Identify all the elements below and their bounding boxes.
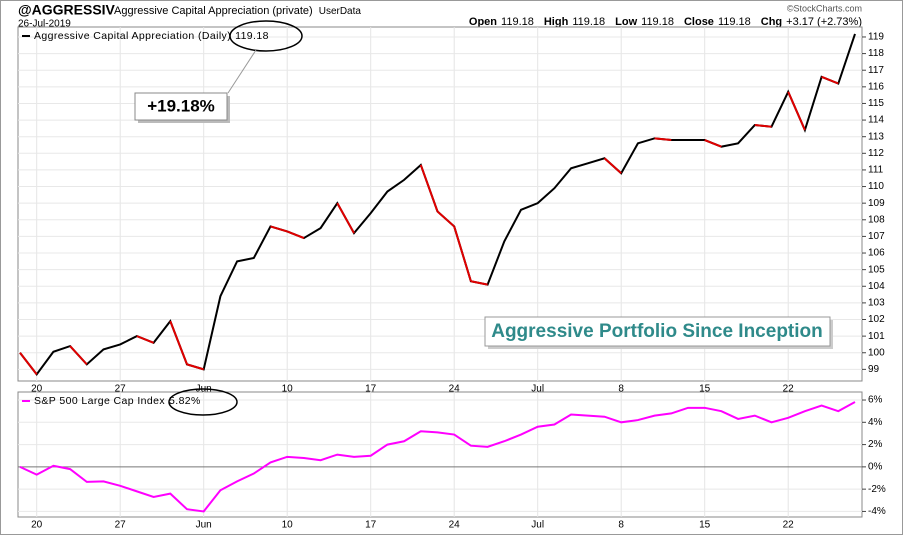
quote-label: Low <box>615 16 637 28</box>
date: 26-Jul-2019 <box>18 19 71 30</box>
y-tick-label: 104 <box>868 281 885 292</box>
x-tick-label: Jul <box>531 384 544 395</box>
title-box <box>484 316 831 347</box>
legend-name: S&P 500 Large Cap Index <box>34 395 165 407</box>
down-segment <box>470 280 488 286</box>
x-tick-label: 20 <box>31 384 43 395</box>
x-tick-label: 20 <box>31 520 43 531</box>
y-tick-label: 118 <box>868 48 884 59</box>
y-tick-label: 99 <box>868 364 880 375</box>
quote-value: 119.18 <box>718 16 751 28</box>
legend-value: 5.82% <box>169 395 201 407</box>
series-line <box>19 401 856 513</box>
y-tick-label: 109 <box>868 198 885 209</box>
x-tick-label: 24 <box>449 520 461 531</box>
y-tick-label: 108 <box>868 214 885 225</box>
y-tick-label: 0% <box>868 462 883 473</box>
down-segment <box>704 139 722 148</box>
down-segment <box>654 137 672 142</box>
x-tick-label: Jul <box>531 520 544 531</box>
instrument-name: Aggressive Capital Appreciation (private… <box>114 5 361 17</box>
callout-box <box>134 92 228 121</box>
y-tick-label: 117 <box>868 65 884 76</box>
y-tick-label: -2% <box>868 484 886 495</box>
y-tick-label: 6% <box>868 395 883 406</box>
y-tick-label: 115 <box>868 98 884 109</box>
callout-ellipse <box>168 388 238 416</box>
x-tick-label: 17 <box>365 384 377 395</box>
down-segment <box>436 210 455 228</box>
x-tick-label: 10 <box>282 520 294 531</box>
legend-value: 119.18 <box>235 30 269 42</box>
quote-label: Close <box>684 16 714 28</box>
x-tick-label: 22 <box>783 384 795 395</box>
y-tick-label: 103 <box>868 298 885 309</box>
y-tick-label: 102 <box>868 314 885 325</box>
down-segment <box>821 75 839 85</box>
y-tick-label: 107 <box>868 231 885 242</box>
y-tick-label: 2% <box>868 439 883 450</box>
down-segment <box>419 164 439 212</box>
y-tick-label: 105 <box>868 264 885 275</box>
down-segment <box>336 202 355 234</box>
x-tick-label: Jun <box>196 520 212 531</box>
source: UserData <box>319 6 362 17</box>
plot-area <box>17 391 863 518</box>
name: Aggressive Capital Appreciation (private… <box>114 5 313 17</box>
down-segment <box>186 363 204 371</box>
x-tick-label: 24 <box>449 384 461 395</box>
symbol: @AGGRESSIV <box>18 2 116 18</box>
callout-line <box>227 49 257 94</box>
x-tick-label: 17 <box>365 520 377 531</box>
x-tick-label: 27 <box>115 384 127 395</box>
credit: ©StockCharts.com <box>787 3 862 13</box>
x-tick-label: 27 <box>115 520 127 531</box>
quote-value: 119.18 <box>641 16 674 28</box>
quote-value: 119.18 <box>501 16 534 28</box>
y-tick-label: 113 <box>868 131 884 142</box>
x-tick-label: 15 <box>699 384 711 395</box>
down-segment <box>270 225 288 233</box>
x-tick-label: 10 <box>282 384 294 395</box>
quote-value: +3.17 (+2.73%) <box>786 16 862 28</box>
legend-entry: S&P 500 Large Cap Index 5.82% <box>34 395 201 407</box>
x-tick-label: 15 <box>699 520 711 531</box>
down-segment <box>169 320 188 365</box>
quote-label: Open <box>469 16 497 28</box>
y-tick-label: 106 <box>868 248 885 259</box>
down-segment <box>19 352 38 375</box>
y-tick-label: 110 <box>868 181 884 192</box>
down-segment <box>754 124 772 128</box>
quote-label: Chg <box>761 16 782 28</box>
chart-title: Aggressive Portfolio Since Inception <box>491 321 823 342</box>
y-tick-label: -4% <box>868 506 886 517</box>
quote-label: High <box>544 16 569 28</box>
down-segment <box>603 157 622 174</box>
x-tick-label: 22 <box>783 520 795 531</box>
y-tick-label: 116 <box>868 81 884 92</box>
down-segment <box>787 91 806 131</box>
y-tick-label: 114 <box>868 115 884 126</box>
y-tick-label: 100 <box>868 347 885 358</box>
x-tick-label: 8 <box>618 384 624 395</box>
quote-row: Open 119.18 High 119.18 Low 119.18 Close 119.18… <box>469 16 862 28</box>
down-segment <box>136 335 154 344</box>
x-tick-label: 8 <box>618 520 624 531</box>
y-tick-label: 111 <box>868 165 884 176</box>
callout-text: +19.18% <box>147 96 215 115</box>
y-tick-label: 101 <box>868 331 885 342</box>
y-tick-label: 4% <box>868 417 883 428</box>
legend-name: Aggressive Capital Appreciation (Daily) <box>34 30 231 42</box>
down-segment <box>286 230 305 239</box>
down-segment <box>453 226 472 282</box>
legend-entry: Aggressive Capital Appreciation (Daily) 1… <box>34 30 269 42</box>
y-tick-label: 112 <box>868 148 884 159</box>
y-tick-label: 119 <box>868 32 884 43</box>
callout-ellipse <box>229 20 303 52</box>
down-segment <box>69 345 88 366</box>
quote-value: 119.18 <box>572 16 605 28</box>
